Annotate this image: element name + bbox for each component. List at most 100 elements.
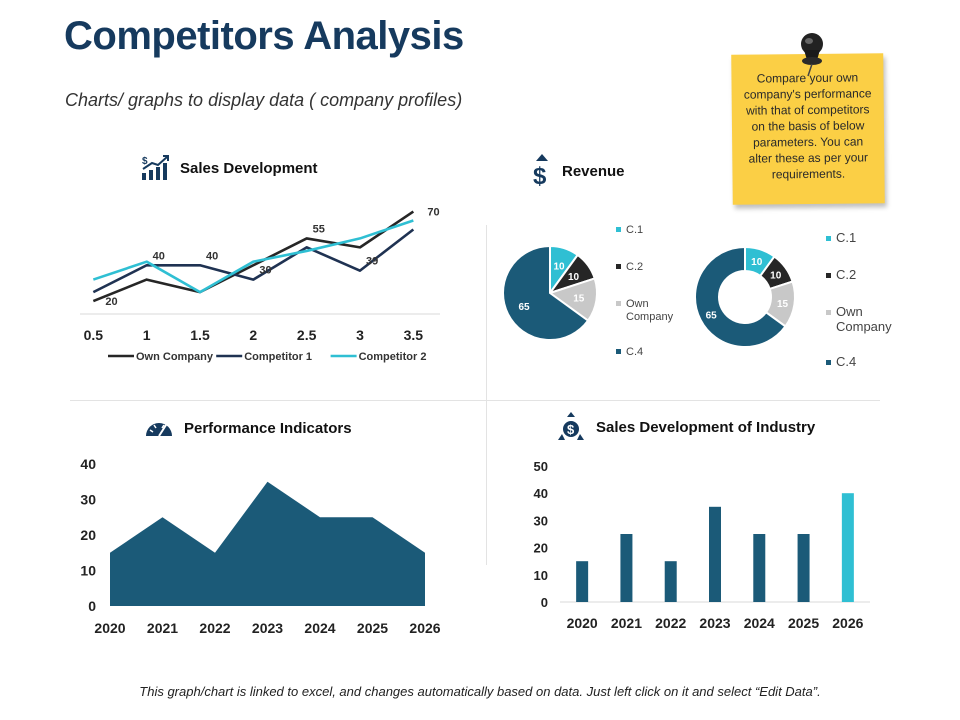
x-tick-label: 2.5 bbox=[297, 327, 317, 343]
y-tick-label: 20 bbox=[534, 541, 548, 556]
data-label: 70 bbox=[427, 207, 439, 219]
industry-header: $ Sales Development of Industry bbox=[556, 410, 815, 444]
series-line-2 bbox=[92, 228, 415, 294]
revenue-header: $ Revenue bbox=[532, 154, 625, 188]
legend-swatch bbox=[826, 236, 831, 241]
legend-label: C.1 bbox=[836, 230, 856, 245]
y-tick-label: 30 bbox=[534, 513, 548, 528]
y-tick-label: 30 bbox=[80, 492, 96, 508]
slice-label: 15 bbox=[777, 299, 789, 310]
legend-label: C.1 bbox=[626, 224, 643, 236]
x-tick-label: 2021 bbox=[611, 615, 642, 631]
legend-label: Own bbox=[626, 298, 649, 310]
area-fill bbox=[110, 481, 425, 606]
x-tick-label: 2022 bbox=[655, 615, 686, 631]
page-title: Competitors Analysis bbox=[64, 14, 464, 58]
sales-development-title: Sales Development bbox=[180, 159, 318, 177]
legend-swatch bbox=[616, 264, 621, 269]
legend-swatch bbox=[616, 349, 621, 354]
x-tick-label: 0.5 bbox=[84, 327, 104, 343]
svg-text:$: $ bbox=[533, 163, 547, 188]
legend-swatch bbox=[826, 273, 831, 278]
slice-label: 65 bbox=[518, 302, 530, 313]
slice-label: 10 bbox=[770, 271, 782, 282]
y-tick-label: 40 bbox=[80, 456, 96, 472]
y-tick-label: 20 bbox=[80, 527, 96, 543]
series-line-3 bbox=[92, 219, 414, 294]
bar-2022 bbox=[664, 561, 677, 602]
dollar-up-icon: $ bbox=[533, 154, 548, 188]
y-tick-label: 50 bbox=[534, 459, 548, 474]
x-tick-label: 2022 bbox=[199, 620, 230, 636]
sticky-note-text: Compare your own company's performance w… bbox=[743, 70, 872, 182]
x-tick-label: 1 bbox=[143, 327, 151, 343]
slice-label: 65 bbox=[706, 310, 718, 321]
slice-4 bbox=[502, 244, 590, 341]
industry-title: Sales Development of Industry bbox=[596, 418, 816, 436]
sales-development-chart: 20 55 70 40 40 30 39 0.5 1 1.5 2 2.5 3 3.5 Own Company… bbox=[80, 207, 440, 363]
svg-text:$: $ bbox=[142, 156, 148, 167]
legend-swatch bbox=[826, 360, 831, 365]
x-tick-label: 2024 bbox=[744, 615, 775, 631]
x-tick-label: 2020 bbox=[567, 615, 598, 631]
x-tick-label: 2025 bbox=[788, 615, 819, 631]
legend-label: C.2 bbox=[626, 261, 643, 273]
footer-note: This graph/chart is linked to excel, and… bbox=[139, 684, 821, 699]
gauge-icon bbox=[146, 423, 172, 437]
legend-label: C.4 bbox=[626, 346, 643, 358]
bar-2021 bbox=[620, 534, 633, 602]
legend-swatch bbox=[616, 301, 621, 306]
svg-text:$: $ bbox=[567, 422, 575, 437]
x-tick-label: 2020 bbox=[94, 620, 125, 636]
legend-label: C.2 bbox=[836, 267, 856, 282]
legend-label: Own bbox=[836, 304, 863, 319]
industry-bar-chart: 0 10 20 30 40 50 2020 2021 2022 2023 2024 2025 2026 bbox=[534, 459, 870, 631]
x-tick-label: 3.5 bbox=[404, 327, 424, 343]
series-line-1 bbox=[92, 210, 415, 303]
bar-2023 bbox=[709, 506, 721, 602]
bar-2026 bbox=[841, 493, 854, 602]
legend-label-1: Own Company bbox=[136, 351, 214, 363]
horizontal-divider bbox=[70, 400, 880, 401]
legend-label: C.4 bbox=[836, 354, 856, 369]
data-label: 39 bbox=[366, 256, 378, 268]
push-pin-icon bbox=[801, 33, 823, 77]
slice-label: 15 bbox=[573, 294, 585, 305]
data-label: 20 bbox=[105, 296, 117, 308]
slice-label: 10 bbox=[553, 261, 565, 272]
bar-2024 bbox=[753, 534, 766, 602]
x-tick-label: 2023 bbox=[252, 620, 283, 636]
bar-2020 bbox=[576, 561, 589, 602]
x-tick-label: 2026 bbox=[832, 615, 863, 631]
y-tick-label: 40 bbox=[534, 486, 548, 501]
slice-label: 10 bbox=[751, 257, 763, 268]
x-tick-label: 3 bbox=[356, 327, 364, 343]
data-label: 30 bbox=[259, 265, 271, 277]
sales-development-header: $ Sales Development bbox=[140, 154, 318, 182]
growth-chart-icon: $ bbox=[142, 155, 169, 180]
bar-2025 bbox=[797, 534, 810, 602]
revenue-title: Revenue bbox=[562, 162, 625, 180]
legend-label: Company bbox=[836, 319, 892, 334]
vertical-divider bbox=[486, 225, 487, 565]
performance-area-chart: 0 10 20 30 40 2020 2021 2022 2023 2024 2025 2026 bbox=[80, 456, 440, 636]
performance-header: Performance Indicators bbox=[144, 418, 352, 438]
legend-swatch bbox=[616, 227, 621, 232]
legend-label-2: Competitor 1 bbox=[244, 351, 312, 363]
data-label: 40 bbox=[206, 250, 218, 262]
data-label: 55 bbox=[313, 223, 325, 235]
legend-swatch bbox=[826, 310, 831, 315]
x-tick-label: 2 bbox=[249, 327, 257, 343]
y-tick-label: 0 bbox=[541, 595, 548, 610]
y-tick-label: 0 bbox=[88, 598, 96, 614]
slice-4 bbox=[694, 245, 787, 348]
x-tick-label: 2021 bbox=[147, 620, 178, 636]
performance-title: Performance Indicators bbox=[184, 419, 352, 437]
slice-label: 10 bbox=[568, 272, 580, 283]
x-tick-label: 2025 bbox=[357, 620, 388, 636]
y-tick-label: 10 bbox=[80, 563, 96, 579]
y-tick-label: 10 bbox=[534, 568, 548, 583]
x-tick-label: 2024 bbox=[304, 620, 335, 636]
